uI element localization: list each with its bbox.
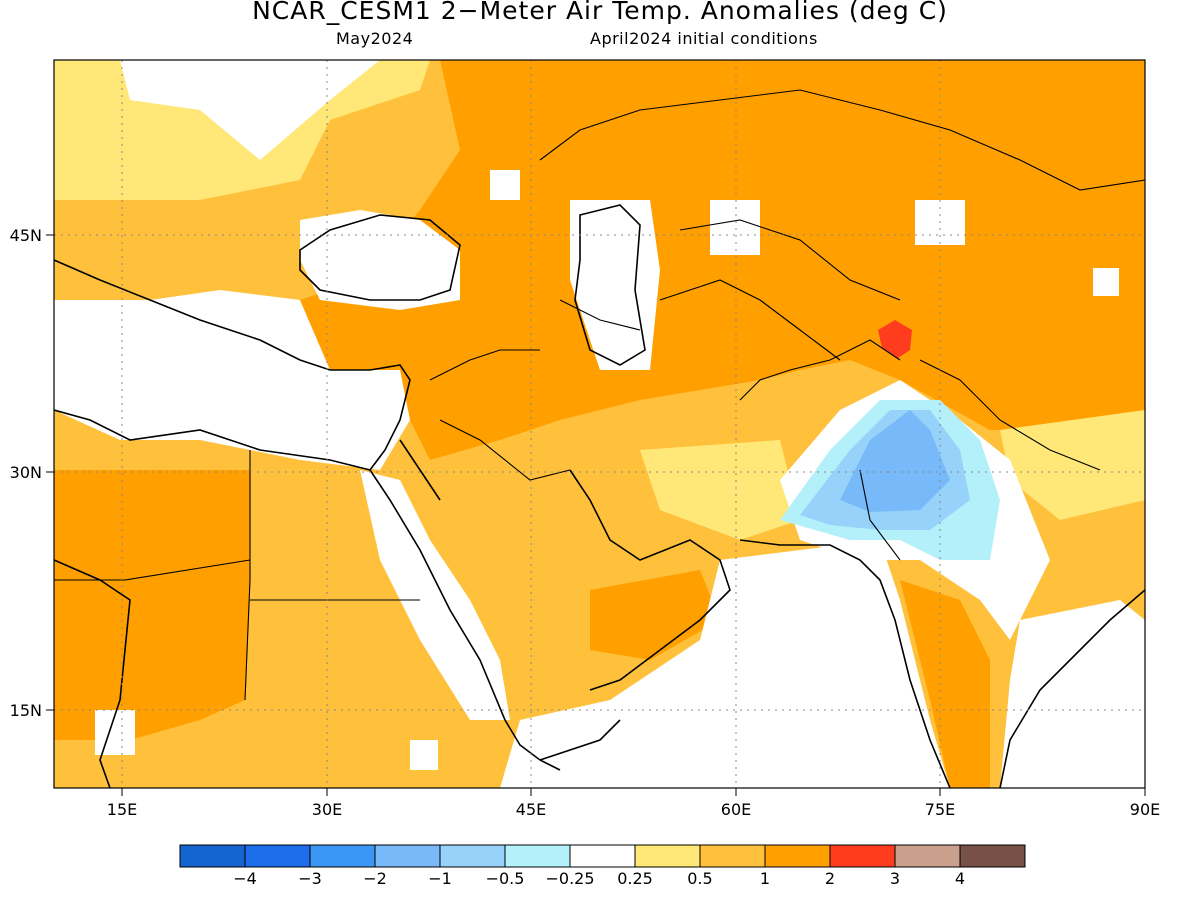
anomaly-fill <box>54 60 1145 788</box>
lon-tick-label: 15E <box>107 800 137 819</box>
lat-tick-label: 15N <box>10 701 42 720</box>
colorbar-tick-label: 1 <box>759 869 771 888</box>
warm-region-india <box>900 580 990 788</box>
mask-square <box>710 200 760 255</box>
warm-region-central-asia <box>300 60 1145 460</box>
lon-tick-label: 30E <box>312 800 342 819</box>
colorbar-swatch <box>244 844 311 868</box>
colorbar-swatch <box>959 844 1026 868</box>
chart-title: NCAR_CESM1 2−Meter Air Temp. Anomalies (… <box>252 0 948 25</box>
light-warm-east-india <box>1000 410 1145 520</box>
country-borders <box>54 89 1145 701</box>
valid-month-label: May2024 <box>336 29 414 48</box>
near-normal-caspian <box>570 200 660 370</box>
colorbar-tick-label: 4 <box>954 869 966 888</box>
colorbar-swatch <box>309 844 376 868</box>
mask-square <box>1093 268 1119 296</box>
axis-ticks <box>46 234 1146 796</box>
colorbar-tick-label: −3 <box>298 869 322 888</box>
mask-square <box>490 170 520 200</box>
mask-square <box>410 740 438 770</box>
colorbar-swatch <box>374 844 441 868</box>
cool-region-core <box>840 410 950 512</box>
colorbar-tick-label: −2 <box>363 869 387 888</box>
colorbar-tick-label: 0.25 <box>617 869 653 888</box>
colorbar-tick-label: 3 <box>889 869 901 888</box>
colorbar-swatch <box>569 844 636 868</box>
colorbar-swatch <box>634 844 701 868</box>
colorbar-swatch <box>439 844 506 868</box>
near-normal-red-sea <box>360 470 510 720</box>
colorbar-swatch <box>699 844 766 868</box>
init-conditions-label: April2024 initial conditions <box>590 29 818 48</box>
colorbar-swatch <box>504 844 571 868</box>
near-normal-mediterranean <box>54 290 410 470</box>
near-normal-north-europe <box>120 60 380 160</box>
colorbar <box>179 844 1026 868</box>
lon-tick-label: 90E <box>1130 800 1160 819</box>
map-frame <box>53 59 1146 789</box>
colorbar-tick-label: −0.5 <box>485 869 525 888</box>
colorbar-tick-label: −0.25 <box>545 869 595 888</box>
lon-tick-label: 45E <box>516 800 546 819</box>
lat-tick-label: 45N <box>10 226 42 245</box>
colorbar-tick-label: −4 <box>233 869 257 888</box>
colorbar-tick-label: 0.5 <box>687 869 713 888</box>
warm-region-north-africa <box>54 470 250 740</box>
colorbar-swatch <box>764 844 831 868</box>
lat-tick-label: 30N <box>10 463 42 482</box>
light-warm-arabian-sea-coast <box>640 440 800 540</box>
colorbar-tick-label: −1 <box>428 869 452 888</box>
colorbar-swatch <box>179 844 246 868</box>
colorbar-swatch <box>894 844 961 868</box>
coastlines <box>54 204 1145 788</box>
hot-spot-pamir <box>878 320 912 358</box>
near-normal-bay-of-bengal <box>1000 600 1145 788</box>
warm-region-arabia <box>590 570 720 660</box>
colorbar-tick-label: 2 <box>824 869 836 888</box>
near-normal-arabian-sea <box>500 540 950 788</box>
graticule <box>54 60 1145 788</box>
lon-tick-label: 60E <box>721 800 751 819</box>
lon-tick-label: 75E <box>925 800 955 819</box>
colorbar-swatch <box>829 844 896 868</box>
